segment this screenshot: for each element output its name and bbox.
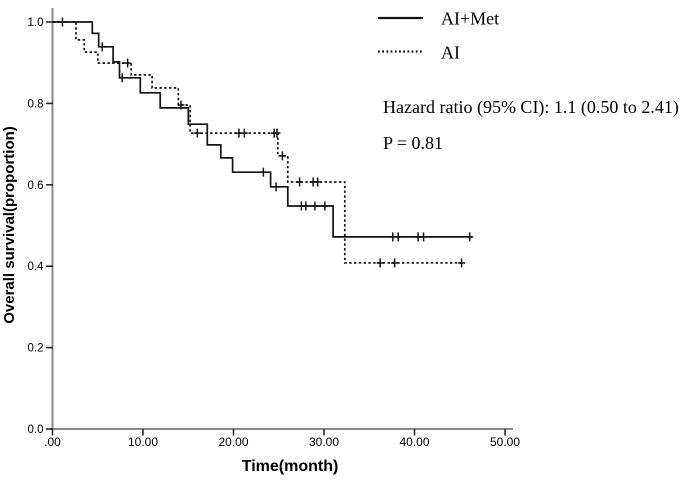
annotation-p-value: P = 0.81 xyxy=(383,133,443,153)
ai-censor-mark xyxy=(458,258,466,268)
x-tick-label: .00 xyxy=(44,435,61,449)
ai-met-censor-mark xyxy=(118,73,126,83)
x-tick-label: 30.00 xyxy=(309,435,339,449)
ai-met-censor-mark xyxy=(98,42,106,52)
ai-censor-mark xyxy=(391,258,399,268)
legend: AI+Met AI xyxy=(378,9,499,63)
legend-label-ai-met: AI+Met xyxy=(441,9,499,29)
ai-censor-mark xyxy=(193,128,201,138)
ai-met-censor-mark xyxy=(311,201,319,211)
curves-layer xyxy=(52,17,474,268)
y-axis-title: Overall survival(proportion) xyxy=(1,126,18,324)
y-tick-label: 0.8 xyxy=(28,98,44,110)
ai-met-censor-mark xyxy=(259,167,267,177)
ai-censor-mark xyxy=(296,177,304,187)
x-tick-label: 10.00 xyxy=(128,435,158,449)
ai-censor-mark xyxy=(240,128,248,138)
ai-censor-mark xyxy=(278,151,286,161)
ai-censor-mark xyxy=(376,258,384,268)
ai-met-censor-mark xyxy=(466,232,474,242)
x-tick-label: 20.00 xyxy=(218,435,248,449)
annotation-hazard-ratio: Hazard ratio (95% CI): 1.1 (0.50 to 2.41… xyxy=(383,97,679,118)
ai-censor-mark xyxy=(124,58,132,68)
ai-curve xyxy=(52,21,464,264)
ai-met-censor-mark xyxy=(302,201,310,211)
axes-layer: .00 10.00 20.00 30.00 40.00 50.00 0.0 0.2 0.4 0.6… xyxy=(28,8,520,449)
ai-met-censor-mark xyxy=(420,232,428,242)
ai-censor-mark xyxy=(273,128,281,138)
y-tick-label: 0.6 xyxy=(28,180,44,192)
y-tick-label: 0.2 xyxy=(28,343,44,355)
x-tick-label: 40.00 xyxy=(399,435,429,449)
ai-censor-mark xyxy=(314,177,322,187)
x-axis-title: Time(month) xyxy=(242,458,339,475)
ai-met-censor-mark xyxy=(321,201,329,211)
y-tick-label: 0.4 xyxy=(28,261,45,273)
ai-met-censor-mark xyxy=(394,232,402,242)
ai-met-censor-mark xyxy=(272,182,280,192)
y-tick-label: 0.0 xyxy=(28,424,44,436)
x-tick-label: 50.00 xyxy=(490,435,520,449)
legend-label-ai: AI xyxy=(441,43,460,63)
ai-met-curve xyxy=(52,21,473,238)
ai-censor-mark xyxy=(177,100,185,110)
y-tick-label: 1.0 xyxy=(28,17,44,29)
